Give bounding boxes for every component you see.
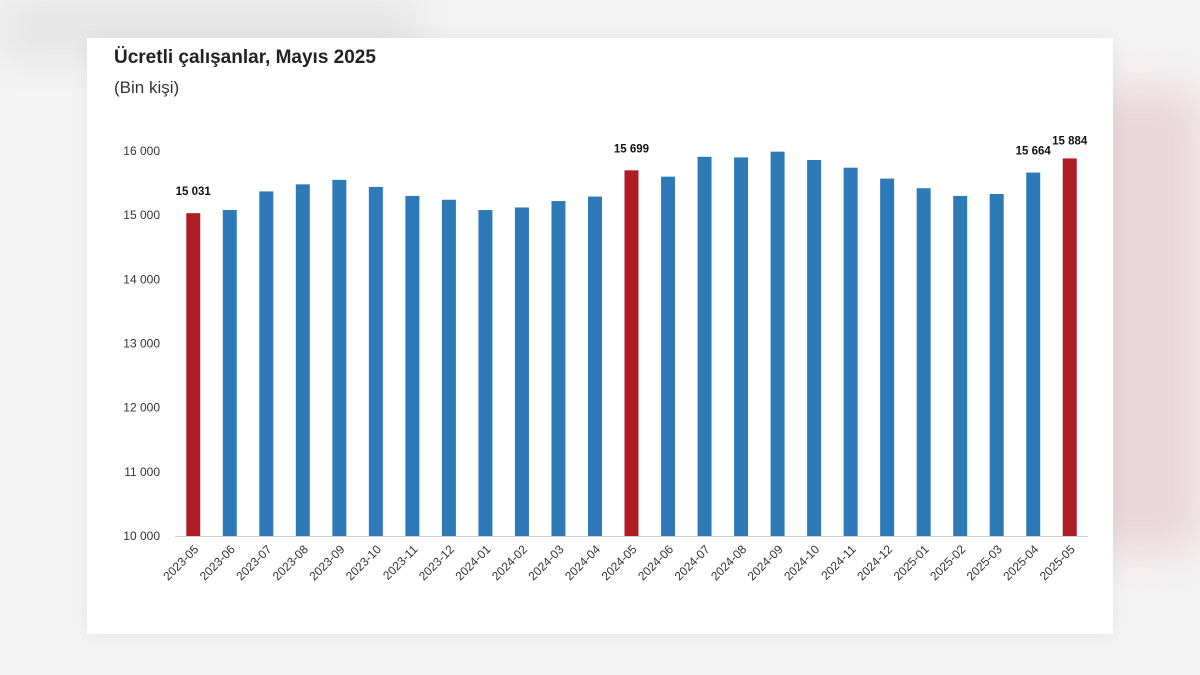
chart-title: Ücretli çalışanlar, Mayıs 2025: [114, 47, 376, 68]
bar-chart: 10 000 11 000 12 000 13 000 14 000 15 000 16 0…: [123, 135, 1088, 583]
data-label-2025-05: 15 884: [1052, 135, 1088, 147]
x-tick-label: 2025-03: [964, 542, 1005, 583]
bar-2023-12: [441, 199, 456, 536]
bar-2023-07: [259, 191, 274, 537]
bar-2025-03: [989, 193, 1004, 536]
y-tick-label: 14 000: [123, 272, 160, 286]
x-tick-label: 2024-10: [781, 542, 822, 583]
bar-2023-10: [368, 186, 383, 536]
x-tick-label: 2024-04: [562, 542, 603, 583]
x-tick-label: 2025-04: [1000, 542, 1041, 583]
bar-2024-04: [587, 196, 602, 536]
x-tick-label: 2024-06: [635, 542, 676, 583]
x-axis: 2023-052023-062023-072023-082023-092023-…: [160, 536, 1088, 583]
y-tick-label: 15 000: [123, 208, 160, 222]
bar-2024-05: [624, 170, 639, 537]
x-tick-label: 2025-01: [891, 542, 932, 583]
bar-2023-09: [332, 179, 347, 536]
x-tick-label: 2023-11: [380, 542, 421, 583]
data-label-2025-04: 15 664: [1016, 146, 1052, 158]
y-axis: 10 000 11 000 12 000 13 000 14 000 15 000 16 0…: [123, 144, 160, 543]
x-tick-label: 2024-12: [854, 542, 895, 583]
bar-2025-02: [953, 195, 968, 536]
x-tick-label: 2024-01: [452, 542, 493, 583]
bar-2024-10: [807, 159, 822, 536]
bar-2024-08: [734, 157, 749, 536]
bar-2024-02: [514, 207, 529, 536]
chart-subtitle: (Bin kişi): [114, 78, 180, 97]
x-tick-label: 2025-05: [1037, 542, 1078, 583]
x-tick-label: 2024-07: [672, 542, 713, 583]
bar-2023-11: [405, 195, 420, 536]
y-tick-label: 12 000: [123, 401, 160, 415]
x-tick-label: 2024-05: [599, 542, 640, 583]
y-tick-label: 11 000: [124, 465, 160, 479]
y-tick-label: 13 000: [123, 337, 160, 351]
bar-2024-07: [697, 156, 712, 536]
x-tick-label: 2023-06: [197, 542, 238, 583]
bar-2024-01: [478, 210, 493, 537]
bars: [186, 151, 1077, 537]
bar-2024-12: [880, 178, 895, 536]
x-tick-label: 2023-08: [270, 542, 311, 583]
x-tick-label: 2024-02: [489, 542, 530, 583]
bar-2025-05: [1062, 158, 1077, 536]
x-tick-label: 2023-12: [416, 542, 457, 583]
x-tick-label: 2023-07: [233, 542, 274, 583]
bar-2024-03: [551, 201, 566, 537]
y-tick-label: 16 000: [123, 144, 160, 158]
data-label-2024-05: 15 699: [614, 143, 649, 155]
bar-2023-06: [222, 210, 237, 537]
x-tick-label: 2024-03: [526, 542, 567, 583]
x-tick-label: 2024-09: [745, 542, 786, 583]
data-label-2023-05: 15 031: [176, 186, 212, 198]
bar-2025-01: [916, 188, 931, 536]
y-tick-label: 10 000: [123, 529, 160, 543]
chart-card: Ücretli çalışanlar, Mayıs 2025 (Bin kişi…: [87, 38, 1113, 634]
bar-2024-06: [661, 176, 676, 536]
x-tick-label: 2023-10: [343, 542, 384, 583]
x-tick-label: 2024-11: [818, 542, 859, 583]
bar-2023-08: [295, 184, 310, 536]
bar-2024-09: [770, 151, 785, 536]
x-tick-label: 2023-09: [306, 542, 347, 583]
x-tick-label: 2024-08: [708, 542, 749, 583]
x-tick-label: 2023-05: [160, 542, 201, 583]
bar-2023-05: [186, 213, 201, 537]
bar-2025-04: [1026, 172, 1041, 536]
bar-2024-11: [843, 167, 858, 536]
x-tick-label: 2025-02: [927, 542, 968, 583]
